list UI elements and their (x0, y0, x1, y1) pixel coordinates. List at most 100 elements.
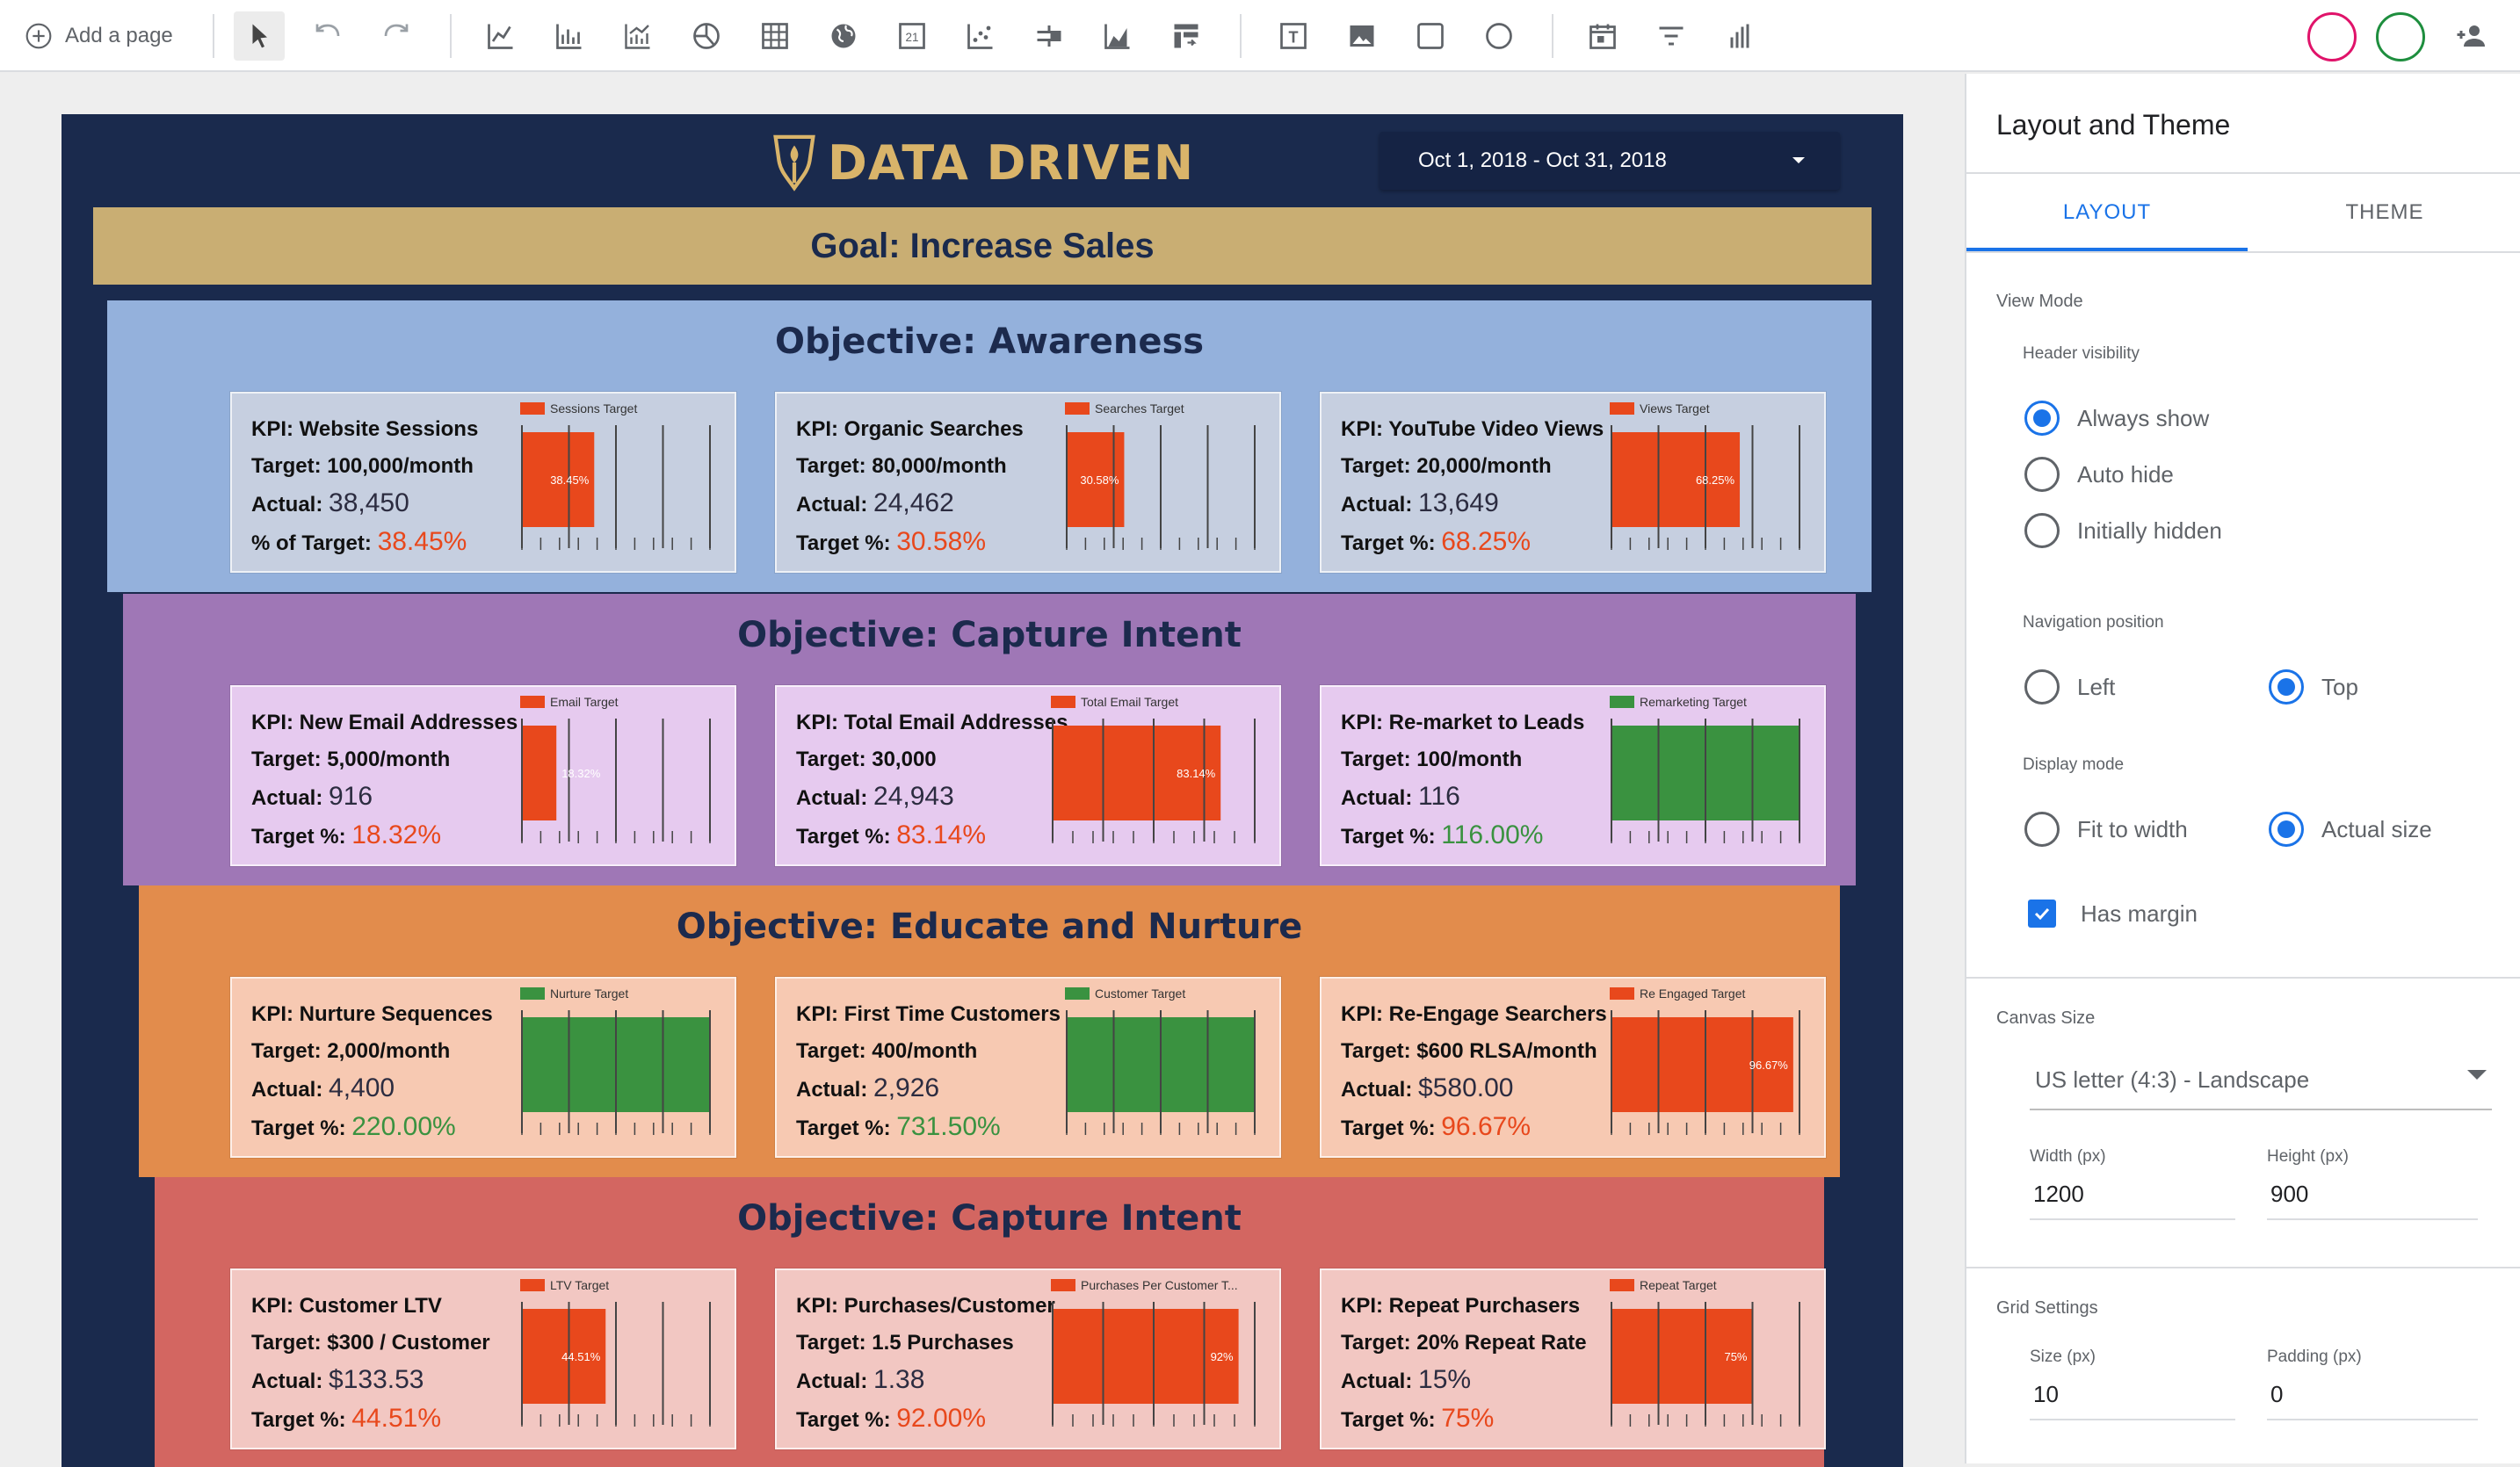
radio-initially-hidden[interactable]: Initially hidden (2024, 513, 2222, 548)
geo-map-button[interactable] (818, 11, 869, 61)
undo-icon (315, 24, 340, 37)
pivot-table-button[interactable] (1161, 11, 1212, 61)
rectangle-button[interactable] (1405, 11, 1456, 61)
kpi-actual-value: 1.38 (873, 1365, 925, 1394)
kpi-pct-value: 68.25% (1441, 527, 1531, 556)
date-range-control[interactable]: Oct 1, 2018 - Oct 31, 2018 (1379, 132, 1840, 190)
grid-padding-input[interactable]: 0 (2267, 1381, 2478, 1420)
kpi-pct-value: 220.00% (351, 1112, 456, 1141)
radio-actual-size[interactable]: Actual size (2269, 812, 2432, 847)
kpi-pct-value: 30.58% (896, 527, 986, 556)
kpi-card[interactable]: KPI: Website Sessions Target: 100,000/mon… (230, 392, 736, 573)
image-icon (1350, 25, 1374, 47)
image-button[interactable] (1336, 11, 1387, 61)
kpi-card[interactable]: KPI: Organic Searches Target: 80,000/mont… (775, 392, 1281, 573)
view-mode-heading: View Mode (1996, 292, 2083, 311)
bullet-bar (1053, 726, 1221, 820)
add-page-button[interactable]: Add a page (25, 18, 173, 54)
select-tool-button[interactable] (234, 11, 285, 61)
bar-chart-button[interactable] (544, 11, 595, 61)
kpi-name: KPI: Re-market to Leads (1341, 711, 1585, 734)
kpi-card[interactable]: KPI: Repeat Purchasers Target: 20% Repeat… (1320, 1268, 1826, 1449)
canvas-size-select[interactable]: US letter (4:3) - Landscape (2030, 1058, 2492, 1110)
kpi-text: KPI: Customer LTV Target: $300 / Customer… (251, 1288, 490, 1439)
filter-button[interactable] (1646, 11, 1697, 61)
has-margin-checkbox[interactable]: Has margin (2028, 900, 2198, 928)
kpi-pct-label: Target %: (796, 531, 891, 555)
radio-label: Left (2077, 673, 2116, 700)
radio-fit-to-width[interactable]: Fit to width (2024, 812, 2188, 847)
scorecard-button[interactable]: 21 (887, 11, 938, 61)
kpi-actual-value: 24,462 (873, 488, 954, 517)
table-button[interactable] (749, 11, 800, 61)
radio-auto-hide[interactable]: Auto hide (2024, 457, 2174, 492)
radio-nav-left[interactable]: Left (2024, 669, 2115, 705)
kpi-actual-value: 13,649 (1418, 488, 1499, 517)
kpi-pct-label: Target %: (1341, 531, 1436, 555)
scatter-chart-button[interactable] (955, 11, 1006, 61)
kpi-card[interactable]: KPI: Nurture Sequences Target: 2,000/mont… (230, 977, 736, 1158)
legend-swatch (1610, 987, 1634, 1000)
data-control-button[interactable] (1714, 11, 1765, 61)
kpi-target: Target: 1.5 Purchases (796, 1331, 1014, 1355)
tab-layout[interactable]: LAYOUT (2062, 200, 2152, 224)
objective-title: Objective: Capture Intent (737, 1198, 1242, 1239)
bullet-chart: Re Engaged Target 96.67% (1610, 984, 1817, 1151)
share-button[interactable] (2446, 11, 2497, 61)
objective-title: Objective: Awareness (774, 322, 1205, 362)
collaborator-avatar-green[interactable] (2376, 12, 2425, 61)
bullet-chart-button[interactable] (1024, 11, 1075, 61)
bullet-chart-svg: Remarketing Target (1610, 695, 1800, 843)
navigation-position-label: Navigation position (2023, 613, 2164, 632)
bar-value-label: 44.51% (561, 1350, 601, 1363)
bullet-bar (522, 726, 557, 820)
tab-theme[interactable]: THEME (2345, 200, 2424, 224)
date-range-button[interactable] (1577, 11, 1628, 61)
radio-always-show[interactable]: Always show (2024, 401, 2209, 436)
kpi-card[interactable]: KPI: Re-Engage Searchers Target: $600 RLS… (1320, 977, 1826, 1158)
kpi-target: Target: 30,000 (796, 748, 937, 771)
legend-label: Remarketing Target (1640, 695, 1747, 709)
kpi-name: KPI: New Email Addresses (251, 711, 518, 734)
layout-theme-panel: Layout and Theme LAYOUT THEME View Mode … (1965, 74, 2520, 1463)
kpi-name: KPI: Customer LTV (251, 1294, 442, 1318)
kpi-text: KPI: Purchases/Customer Target: 1.5 Purch… (796, 1288, 1055, 1439)
kpi-actual-row: Actual: 24,462 (796, 485, 1024, 524)
kpi-card[interactable]: KPI: Purchases/Customer Target: 1.5 Purch… (775, 1268, 1281, 1449)
kpi-actual-row: Actual: 15% (1341, 1362, 1587, 1400)
kpi-actual-row: Actual: 4,400 (251, 1070, 493, 1109)
grid-size-label: Size (px) (2030, 1348, 2096, 1366)
bullet-chart-svg: Nurture Target (520, 986, 711, 1135)
text-button[interactable]: T (1268, 11, 1319, 61)
bullet-chart: Searches Target 30.58% (1065, 399, 1272, 566)
kpi-actual-row: Actual: 24,943 (796, 778, 1068, 817)
kpi-pct-label: Target %: (796, 1408, 891, 1432)
kpi-pct-row: Target %: 44.51% (251, 1400, 490, 1439)
kpi-card[interactable]: KPI: First Time Customers Target: 400/mon… (775, 977, 1281, 1158)
kpi-card[interactable]: KPI: Customer LTV Target: $300 / Customer… (230, 1268, 736, 1449)
circle-button[interactable] (1474, 11, 1524, 61)
kpi-card[interactable]: KPI: New Email Addresses Target: 5,000/mo… (230, 685, 736, 866)
redo-button[interactable] (371, 11, 422, 61)
bullet-bar (1053, 1309, 1239, 1404)
pie-chart-button[interactable] (681, 11, 732, 61)
kpi-actual-label: Actual: (796, 1369, 868, 1393)
radio-nav-top[interactable]: Top (2269, 669, 2358, 705)
time-series-button[interactable] (475, 11, 526, 61)
collaborator-avatar-pink[interactable] (2307, 12, 2357, 61)
kpi-card[interactable]: KPI: Re-market to Leads Target: 100/month… (1320, 685, 1826, 866)
kpi-actual-label: Actual: (1341, 493, 1413, 517)
undo-button[interactable] (302, 11, 353, 61)
kpi-card[interactable]: KPI: Total Email Addresses Target: 30,000… (775, 685, 1281, 866)
kpi-card[interactable]: KPI: YouTube Video Views Target: 20,000/m… (1320, 392, 1826, 573)
grid-settings-heading: Grid Settings (1996, 1298, 2098, 1318)
area-chart-button[interactable] (1092, 11, 1143, 61)
grid-size-input[interactable]: 10 (2030, 1381, 2235, 1420)
width-input[interactable]: 1200 (2030, 1181, 2235, 1220)
kpi-pct-value: 38.45% (377, 527, 467, 556)
combo-chart-button[interactable] (612, 11, 663, 61)
legend-swatch (1065, 987, 1090, 1000)
data-control-icon (1730, 24, 1749, 48)
kpi-pct-row: Target %: 220.00% (251, 1109, 493, 1147)
height-input[interactable]: 900 (2267, 1181, 2478, 1220)
